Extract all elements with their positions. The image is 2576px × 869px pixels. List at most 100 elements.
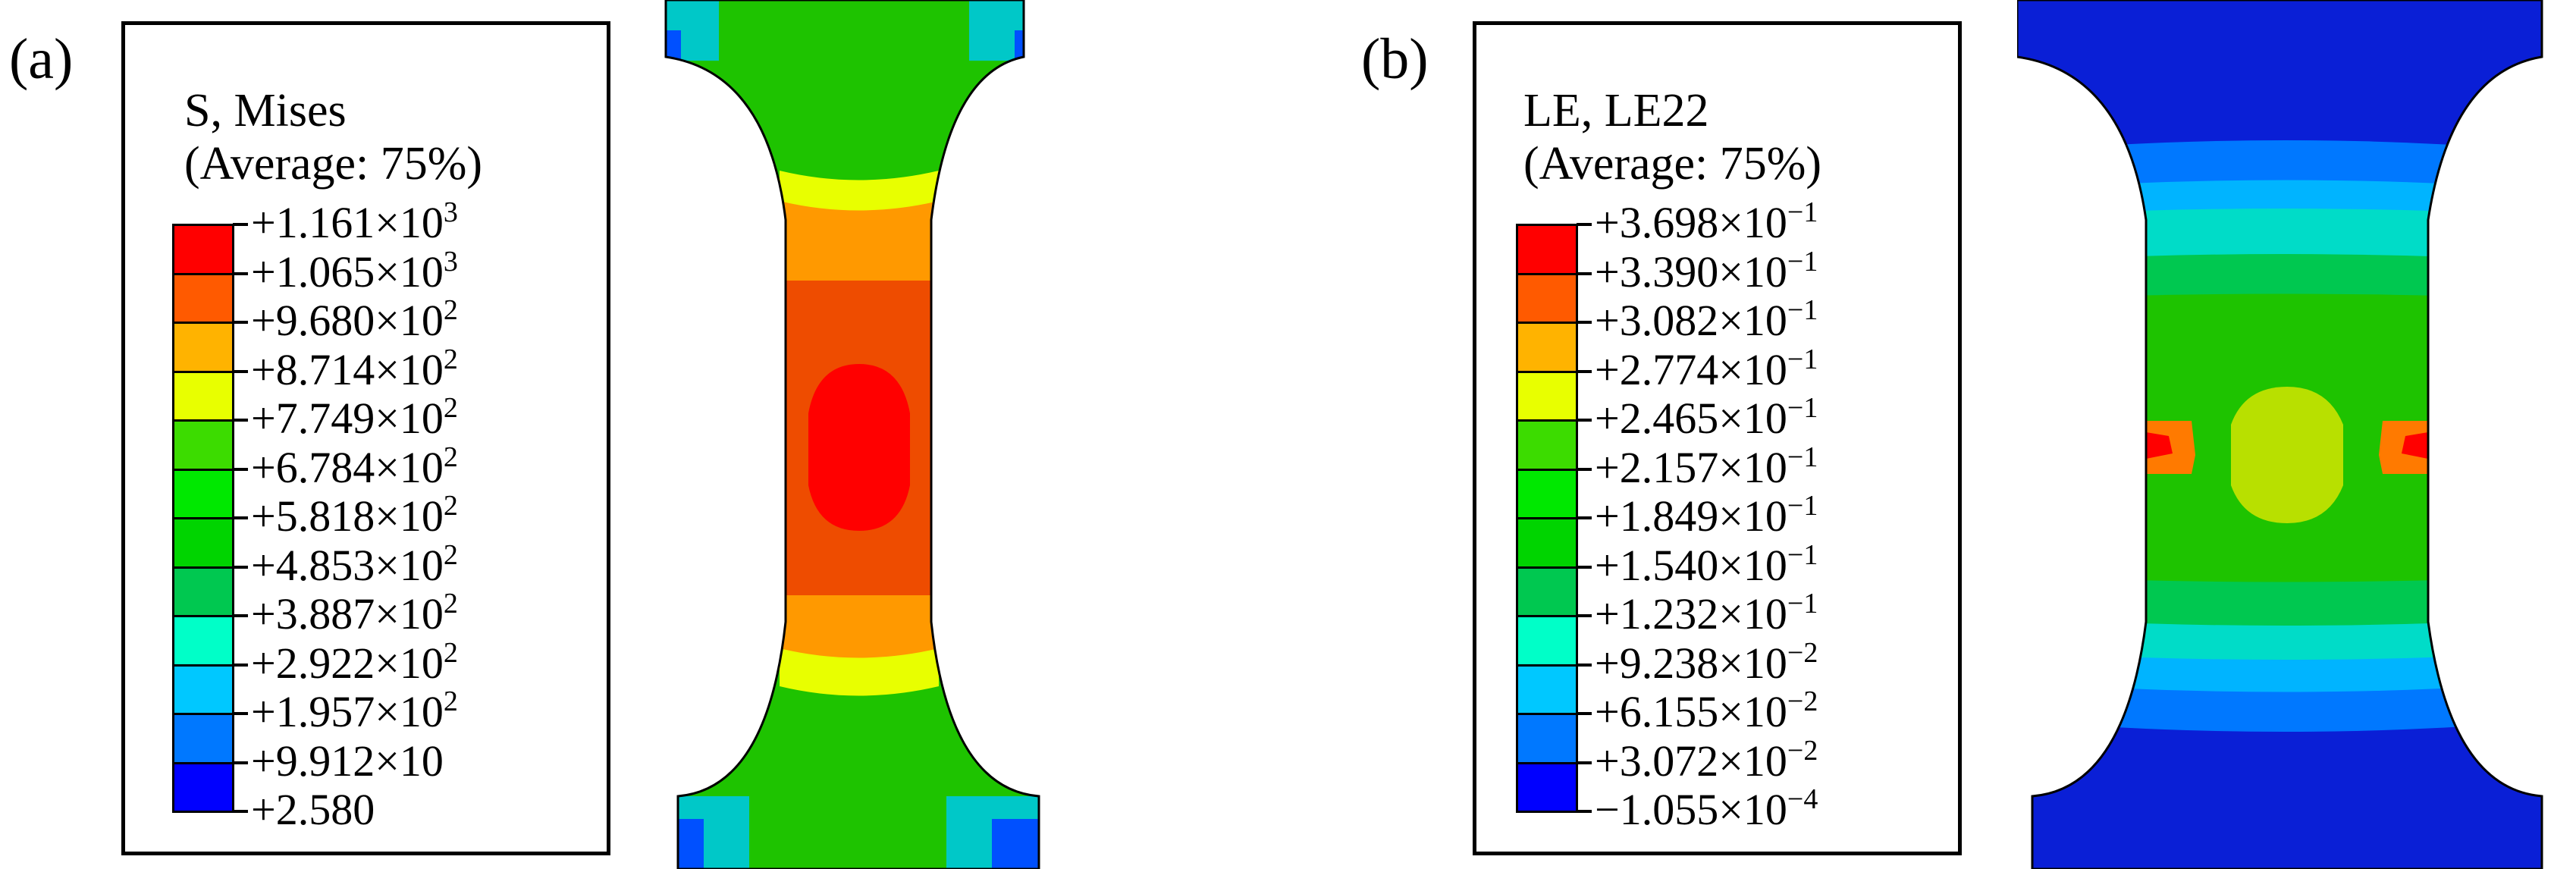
- tick-label-a: +2.922×102: [251, 638, 458, 685]
- color-swatch-a: [172, 224, 234, 275]
- tick-label-a: +7.749×102: [251, 394, 458, 443]
- color-swatch-b: [1516, 468, 1578, 519]
- tick-mark-b: [1577, 761, 1592, 764]
- tick-exponent: −1: [1787, 441, 1818, 473]
- color-swatch-a: [172, 517, 234, 569]
- tick-value: +6.155×10: [1595, 687, 1787, 736]
- tick-exponent: 3: [443, 245, 458, 278]
- tick-mark-a: [233, 321, 248, 324]
- tick-label-b: +3.698×10−1: [1595, 198, 1818, 247]
- tick-mark-b: [1577, 467, 1592, 471]
- color-swatch-a: [172, 566, 234, 617]
- tick-mark-a: [233, 419, 248, 422]
- tick-mark-b: [1577, 321, 1592, 324]
- tick-label-a: +8.714×102: [251, 345, 458, 392]
- tick-mark-a: [233, 516, 248, 519]
- color-swatch-b: [1516, 322, 1578, 373]
- tick-label-b: +1.232×10−1: [1595, 589, 1818, 636]
- tick-label-a: +9.912×10: [251, 739, 444, 783]
- legend-box-a: S, Mises (Average: 75%) +1.161×103 +1.065…: [121, 21, 610, 855]
- tick-label-b: +9.238×10−2: [1595, 638, 1818, 685]
- tick-label-a: +6.784×102: [251, 443, 458, 490]
- tick-mark-b: [1577, 369, 1592, 373]
- tick-label-b: +3.082×10−1: [1595, 296, 1818, 345]
- legend-box-b: LE, LE22 (Average: 75%) +3.698×10−1 +3.39…: [1473, 21, 1962, 855]
- tick-value: +2.922×10: [251, 638, 444, 688]
- color-swatch-a: [172, 370, 234, 422]
- tick-label-a: +5.818×102: [251, 491, 458, 541]
- tick-label-b: +3.072×10−2: [1595, 736, 1818, 783]
- legend-title-a: S, Mises: [184, 85, 347, 136]
- tick-exponent: 2: [443, 685, 458, 717]
- tick-exponent: −1: [1787, 343, 1818, 375]
- color-swatch-b: [1516, 664, 1578, 715]
- tick-exponent: −1: [1787, 196, 1818, 228]
- color-swatch-b: [1516, 713, 1578, 764]
- tick-mark-b: [1577, 271, 1592, 275]
- tick-value: +3.082×10: [1595, 296, 1787, 345]
- specimen-contour-le22: [2017, 0, 2543, 869]
- tick-mark-a: [233, 369, 248, 373]
- tick-mark-a: [233, 810, 248, 813]
- tick-value: +2.774×10: [1595, 344, 1787, 394]
- color-swatch-a: [172, 419, 234, 471]
- tick-mark-a: [233, 565, 248, 569]
- tick-label-b: +3.390×10−1: [1595, 246, 1818, 296]
- color-swatch-b: [1516, 224, 1578, 275]
- tick-exponent: 2: [443, 294, 458, 326]
- color-swatch-a: [172, 664, 234, 715]
- tick-label-b: +1.849×10−1: [1595, 491, 1818, 541]
- legend-title-b: LE, LE22: [1523, 85, 1709, 136]
- color-swatch-b: [1516, 761, 1578, 813]
- tick-label-a: +3.887×102: [251, 589, 458, 636]
- tick-value: +1.849×10: [1595, 491, 1787, 541]
- tick-mark-b: [1577, 712, 1592, 715]
- legend-subtitle-a: (Average: 75%): [184, 138, 483, 190]
- tick-label-a: +1.957×102: [251, 687, 458, 736]
- tick-value: −1.055×10: [1595, 785, 1787, 834]
- tick-exponent: 2: [443, 490, 458, 522]
- color-swatch-b: [1516, 615, 1578, 667]
- panel-label-a: (a): [9, 27, 74, 91]
- color-swatch-b: [1516, 517, 1578, 569]
- tick-mark-b: [1577, 663, 1592, 667]
- tick-exponent: −2: [1787, 685, 1818, 717]
- color-swatch-b: [1516, 272, 1578, 324]
- tick-mark-a: [233, 467, 248, 471]
- color-swatch-a: [172, 468, 234, 519]
- tick-value: +3.390×10: [1595, 246, 1787, 296]
- tick-exponent: −4: [1787, 783, 1818, 815]
- tick-label-b: −1.055×10−4: [1595, 785, 1818, 834]
- tick-mark-b: [1577, 565, 1592, 569]
- tick-mark-a: [233, 223, 248, 226]
- tick-value: +2.580: [251, 785, 375, 834]
- tick-exponent: 2: [443, 588, 458, 620]
- tick-mark-b: [1577, 223, 1592, 226]
- color-swatch-a: [172, 615, 234, 667]
- tick-value: +1.065×10: [251, 246, 444, 296]
- tick-label-b: +2.774×10−1: [1595, 344, 1818, 394]
- tick-value: +9.238×10: [1595, 638, 1787, 688]
- tick-label-b: +1.540×10−1: [1595, 540, 1818, 590]
- tick-exponent: −1: [1787, 588, 1818, 620]
- tick-label-b: +2.465×10−1: [1595, 394, 1818, 441]
- tick-value: +5.818×10: [251, 491, 444, 541]
- tick-value: +3.698×10: [1595, 198, 1787, 247]
- color-swatch-a: [172, 272, 234, 324]
- tick-label-a: +1.065×103: [251, 246, 458, 296]
- tick-label-a: +2.580: [251, 788, 375, 832]
- color-swatch-a: [172, 322, 234, 373]
- color-swatch-a: [172, 713, 234, 764]
- tick-label-b: +2.157×10−1: [1595, 443, 1818, 490]
- tick-value: +1.957×10: [251, 687, 444, 736]
- tick-exponent: 2: [443, 343, 458, 375]
- tick-value: +7.749×10: [251, 394, 444, 443]
- tick-exponent: 2: [443, 636, 458, 669]
- tick-mark-a: [233, 663, 248, 667]
- legend-subtitle-b: (Average: 75%): [1523, 138, 1822, 190]
- tick-value: +1.540×10: [1595, 540, 1787, 590]
- tick-exponent: −2: [1787, 636, 1818, 669]
- tick-label-a: +9.680×102: [251, 296, 458, 343]
- tick-mark-b: [1577, 516, 1592, 519]
- panel-label-b: (b): [1361, 27, 1429, 91]
